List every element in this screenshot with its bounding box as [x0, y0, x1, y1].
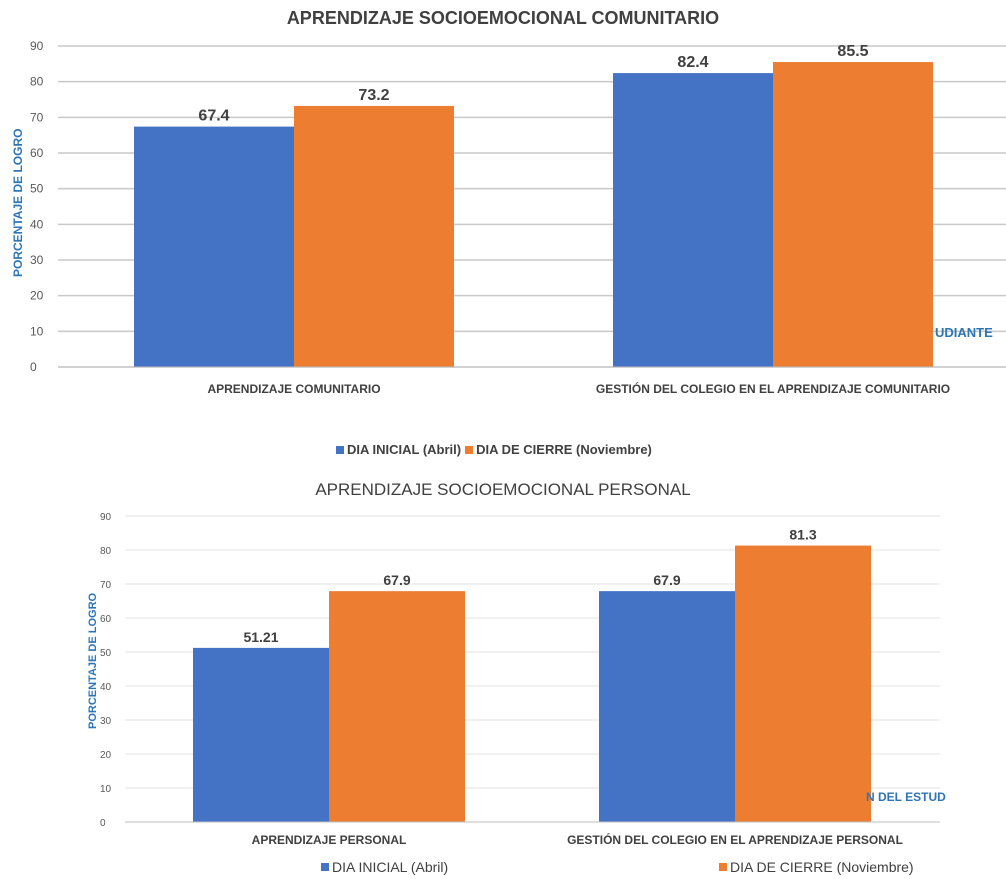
data-label: 67.4: [198, 108, 229, 125]
data-label: 67.9: [383, 572, 410, 588]
y-tick-label: 60: [100, 614, 112, 625]
chart-comunitario: APRENDIZAJE SOCIOEMOCIONAL COMUNITARIO P…: [11, 8, 1006, 457]
x-tick-label: GESTIÓN DEL COLEGIO EN EL APRENDIZAJE PE…: [567, 832, 903, 847]
legend-item-cierre: DIA DE CIERRE (Noviembre): [719, 859, 914, 875]
legend-label: DIA INICIAL (Abril): [347, 442, 462, 457]
y-tick-label: 0: [30, 360, 37, 374]
bar: [773, 62, 933, 368]
legend-swatch: [719, 863, 727, 871]
data-label: 67.9: [653, 572, 680, 588]
y-tick-label: 20: [30, 289, 44, 303]
bar: [193, 647, 329, 822]
y-tick-label: 20: [100, 750, 112, 761]
x-tick-label: APRENDIZAJE PERSONAL: [252, 833, 407, 847]
data-label: 73.2: [358, 87, 389, 104]
data-label: 82.4: [677, 54, 708, 71]
y-tick-label: 0: [100, 818, 106, 829]
chart-title: APRENDIZAJE SOCIOEMOCIONAL COMUNITARIO: [286, 8, 720, 28]
y-tick-label: 80: [30, 75, 44, 89]
legend-swatch: [336, 445, 344, 454]
x-tick-label: GESTIÓN DEL COLEGIO EN EL APRENDIZAJE CO…: [596, 381, 950, 396]
y-tick-label: 30: [30, 253, 44, 267]
legend-swatch: [465, 445, 474, 454]
y-tick-label: 60: [30, 146, 44, 160]
y-tick-label: 70: [30, 110, 44, 124]
y-tick-label: 70: [100, 580, 112, 591]
y-tick-label: 90: [30, 39, 44, 53]
bar: [329, 591, 465, 822]
y-tick-label: 50: [100, 648, 112, 659]
data-label: 81.3: [789, 527, 816, 543]
x-tick-label: APRENDIZAJE COMUNITARIO: [207, 382, 380, 396]
y-tick-label: 10: [30, 324, 44, 338]
data-label: 85.5: [837, 43, 868, 60]
chart-title: APRENDIZAJE SOCIOEMOCIONAL PERSONAL: [315, 480, 691, 499]
bar: [294, 105, 454, 368]
data-label: 51.21: [243, 629, 278, 645]
bar: [134, 126, 294, 368]
chart-plot: 0 10 20 30 40 50 60 70 80 90 67.4 73.2 APRENDIZAJE C…: [30, 39, 1006, 396]
y-tick-label: 40: [30, 217, 44, 231]
y-tick-label: 50: [30, 182, 44, 196]
bar: [735, 545, 871, 822]
legend-label: DIA INICIAL (Abril): [332, 859, 449, 875]
legend-item-cierre: DIA DE CIERRE (Noviembre): [465, 442, 652, 457]
clipped-label: N DEL ESTUD: [866, 790, 946, 804]
legend-label: DIA DE CIERRE (Noviembre): [730, 859, 914, 875]
legend: DIA INICIAL (Abril) DIA DE CIERRE (Novie…: [336, 442, 656, 457]
y-tick-label: 40: [100, 682, 112, 693]
chart-personal: APRENDIZAJE SOCIOEMOCIONAL PERSONAL PORC…: [0, 470, 1006, 879]
legend-label: DIA DE CIERRE (Noviembre): [476, 442, 652, 457]
legend-item-inicial: DIA INICIAL (Abril): [336, 442, 461, 457]
chart-plot: 0 10 20 30 40 50 60 70 80 90 51.21 67.9 APRENDIZAJE …: [100, 512, 940, 847]
bar: [613, 73, 773, 368]
y-tick-label: 30: [100, 716, 112, 727]
y-tick-label: 10: [100, 784, 112, 795]
y-tick-label: 90: [100, 512, 112, 523]
bar: [599, 591, 735, 822]
legend-item-inicial: DIA INICIAL (Abril): [321, 859, 448, 875]
y-tick-label: 80: [100, 546, 112, 557]
clipped-label: UDIANTE: [935, 325, 993, 340]
legend-swatch: [321, 863, 329, 871]
